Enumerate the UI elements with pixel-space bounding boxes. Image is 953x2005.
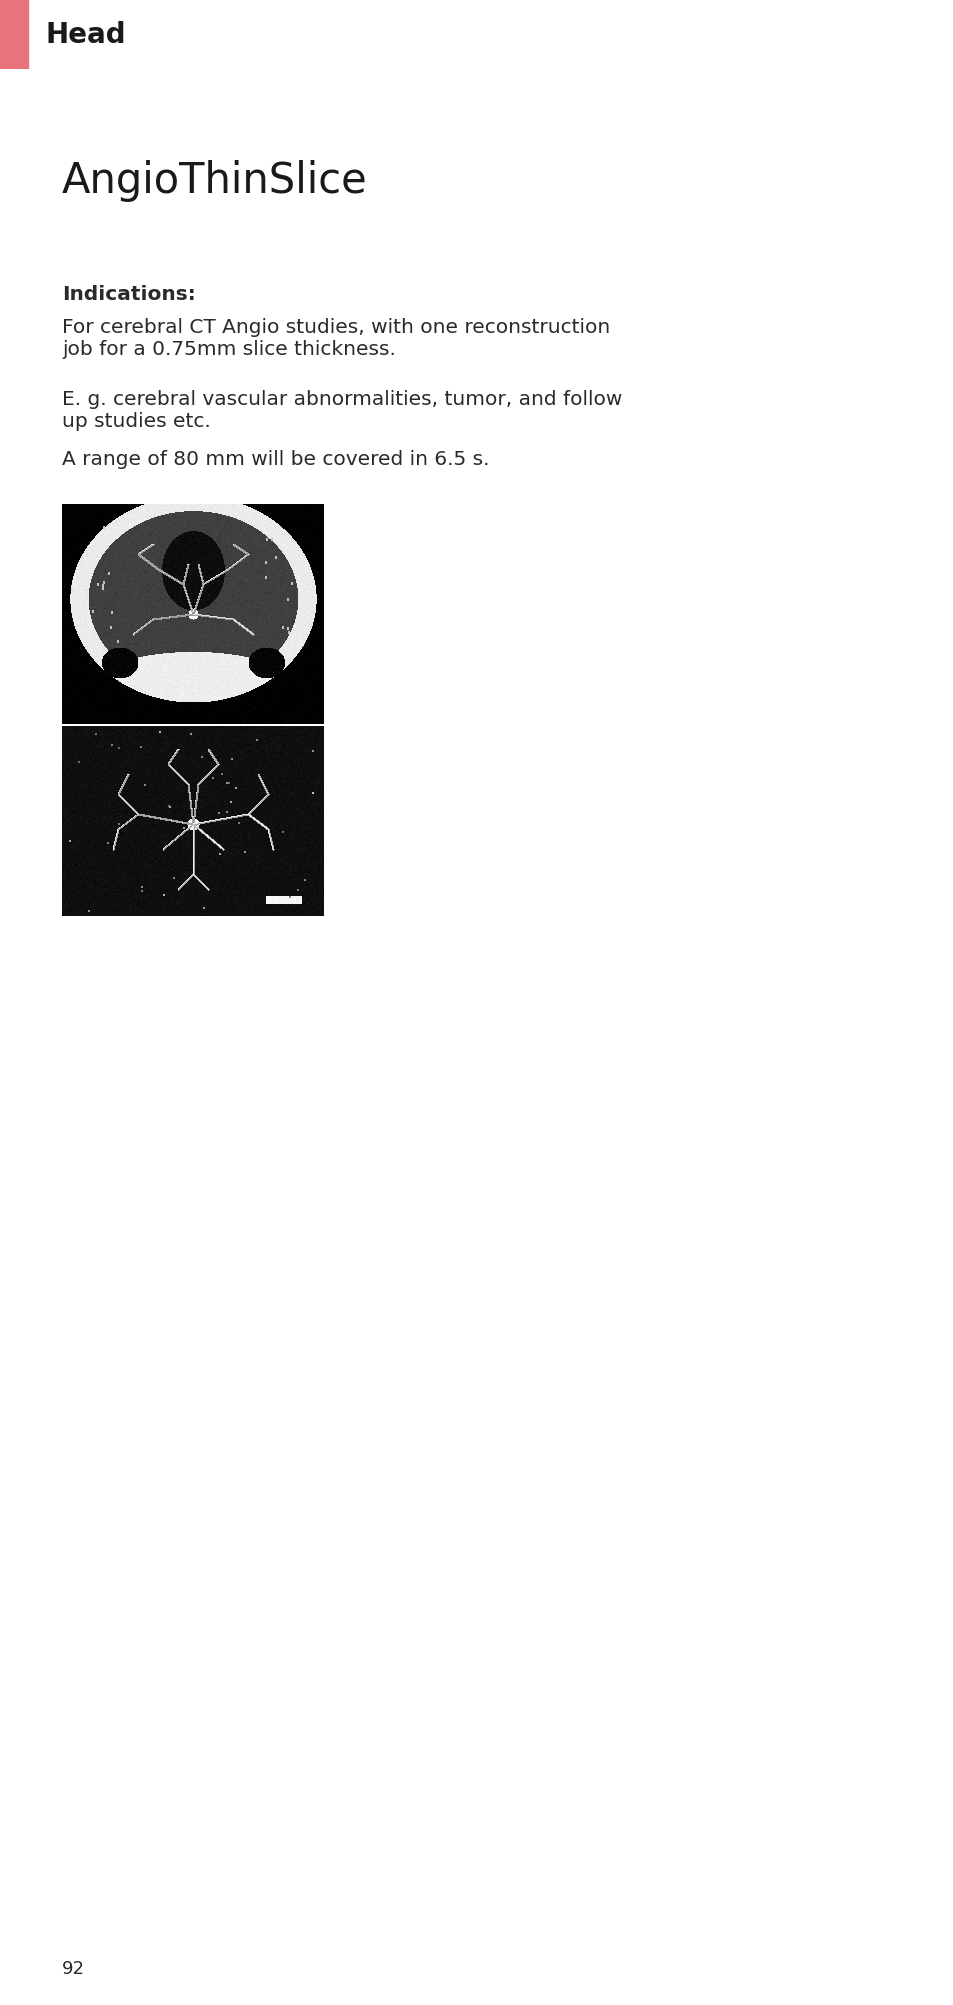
Text: up studies etc.: up studies etc. [62, 411, 211, 431]
Bar [0, 0, 28, 70]
Text: AngioThinSlice: AngioThinSlice [62, 160, 367, 203]
Text: job for a 0.75mm slice thickness.: job for a 0.75mm slice thickness. [62, 339, 395, 359]
Text: A range of 80 mm will be covered in 6.5 s.: A range of 80 mm will be covered in 6.5 … [62, 449, 489, 469]
Text: Indications:: Indications: [62, 285, 195, 305]
Text: For cerebral CT Angio studies, with one reconstruction: For cerebral CT Angio studies, with one … [62, 319, 610, 337]
Text: E. g. cerebral vascular abnormalities, tumor, and follow: E. g. cerebral vascular abnormalities, t… [62, 389, 621, 409]
Text: 92: 92 [62, 1959, 85, 1977]
Text: Head: Head [46, 20, 127, 48]
